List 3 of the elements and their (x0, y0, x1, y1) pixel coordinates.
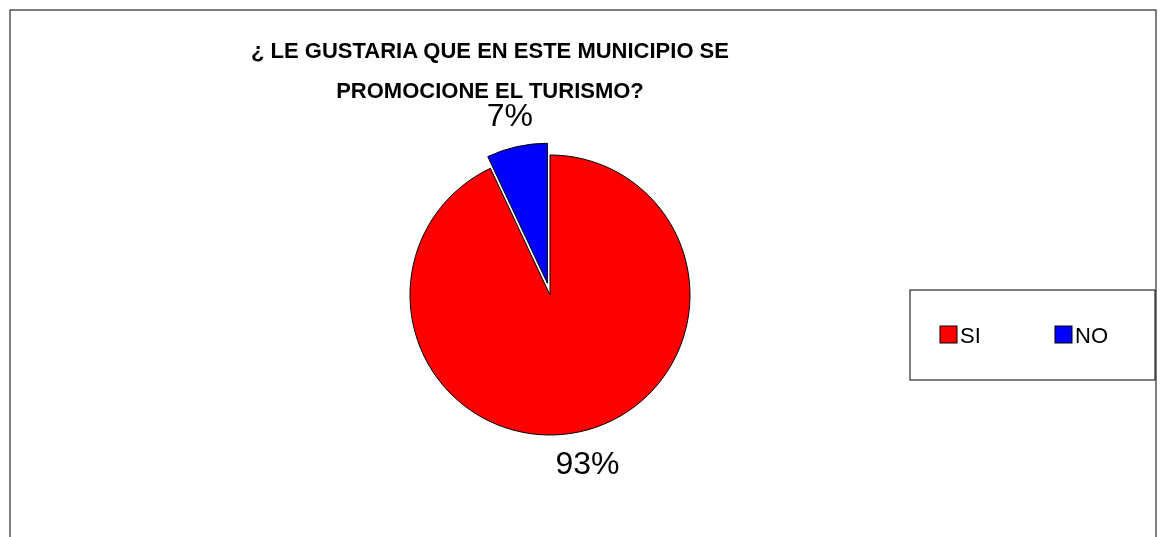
legend-label: NO (1075, 323, 1108, 348)
legend-label: SI (960, 323, 981, 348)
data-label: 93% (555, 444, 620, 481)
